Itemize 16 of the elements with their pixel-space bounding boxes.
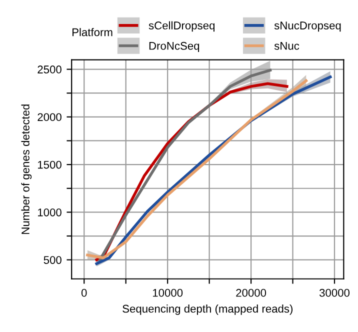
x-tick-label: 0 xyxy=(81,288,87,297)
x-axis-title: Sequencing depth (mapped reads) xyxy=(122,304,293,315)
legend-label: DroNcSeq xyxy=(149,42,200,52)
y-tick-label: 1500 xyxy=(38,160,62,169)
legend-title: Platform xyxy=(72,28,112,36)
x-tick-label: 10000 xyxy=(152,288,183,297)
x-tick-label: 20000 xyxy=(236,288,266,297)
y-tick-label: 500 xyxy=(44,256,62,264)
y-tick-label: 1000 xyxy=(38,208,62,216)
y-tick-label: 2000 xyxy=(38,113,62,122)
x-tick-label: 30000 xyxy=(319,288,350,297)
legend-label: sNuc xyxy=(274,42,300,50)
legend-label: sNucDropseq xyxy=(274,22,341,32)
y-axis-title: Number of genes detected xyxy=(21,104,32,234)
y-tick-label: 2500 xyxy=(38,66,62,74)
legend-label: sCellDropseq xyxy=(148,21,214,32)
